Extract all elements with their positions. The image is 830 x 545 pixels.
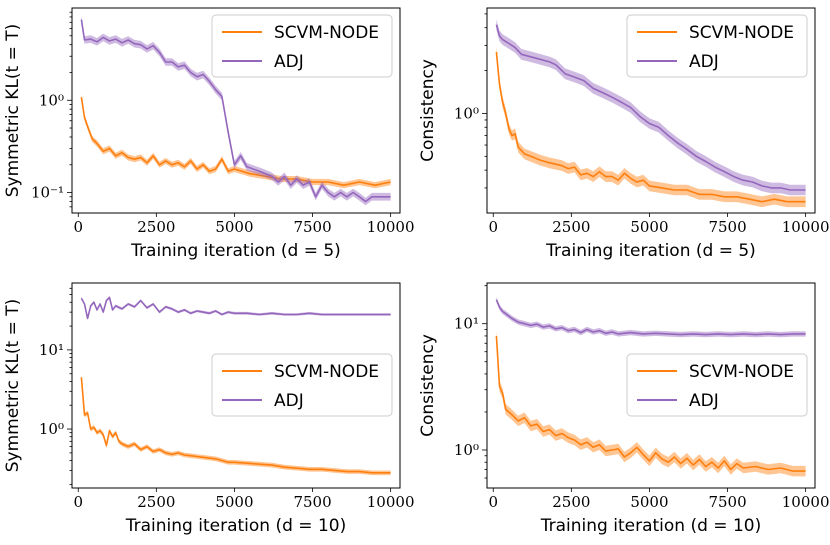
y-tick-label: 10⁰ [39,91,64,109]
y-tick-label: 10⁻¹ [31,184,64,202]
plot-area [495,297,806,477]
series-band-adj [81,296,391,320]
y-tick-label: 10¹ [39,341,64,359]
legend: SCVM-NODE ADJ [211,353,393,417]
legend: SCVM-NODE ADJ [626,353,808,417]
plot-area [495,19,806,208]
x-tick-label: 2500 [552,218,590,236]
chart-panel-3: 0 2500 5000 7500 10000 10¹ 10⁰ Training iterati… [3,282,415,536]
x-tick-label: 5000 [215,493,253,511]
x-tick-label: 0 [488,493,498,511]
legend-label-adj: ADJ [274,52,304,72]
chart-panel-1: 0 2500 5000 7500 10000 10⁰ 10⁻¹ Training iterat… [3,7,415,261]
x-tick-label: 10000 [782,218,830,236]
legend-label-scvm-node: SCVM-NODE [274,362,379,382]
series-line-scvm-node [495,335,806,472]
chart-panel-2: 0 2500 5000 7500 10000 10⁰ Training iteration … [418,7,830,261]
x-tick-label: 7500 [293,218,331,236]
plot-area [80,15,391,206]
series-line-adj [80,296,391,320]
y-axis-title: Consistency [418,59,438,162]
x-tick-label: 5000 [215,218,253,236]
series-band-adj [496,297,806,338]
x-tick-label: 10000 [782,493,830,511]
series-line-scvm-node [495,51,806,203]
chart-panel-4: 0 2500 5000 7500 10000 10¹ 10⁰ Training iterati… [418,282,830,536]
legend-label-scvm-node: SCVM-NODE [689,362,794,382]
series-band-scvm-node [81,94,391,189]
series-line-adj [495,24,806,191]
plot-area [80,296,391,476]
axes-frame [71,7,401,214]
y-axis-title: Symmetric KL(t = T) [3,24,23,198]
x-tick-label: 5000 [630,493,668,511]
y-tick-label: 10¹ [454,315,479,333]
series-line-adj [495,299,806,336]
x-axis-title: Training iteration (d = 5) [545,241,756,261]
y-tick-label: 10⁰ [454,441,479,459]
y-axis-title: Consistency [418,334,438,437]
axes-frame [71,282,401,489]
x-axis-title: Training iteration (d = 5) [130,241,341,261]
y-tick-label: 10⁰ [39,420,64,438]
x-tick-label: 2500 [137,218,175,236]
x-tick-label: 2500 [137,493,175,511]
y-tick-label: 10⁰ [454,104,479,122]
axes-frame [486,7,816,214]
legend: SCVM-NODE ADJ [626,14,808,78]
legend-label-adj: ADJ [274,391,304,411]
legend-label-scvm-node: SCVM-NODE [689,23,794,43]
legend-label-adj: ADJ [689,52,719,72]
x-axis-title: Training iteration (d = 10) [540,516,761,536]
x-axis-title: Training iteration (d = 10) [125,516,346,536]
series-line-scvm-node [80,377,391,474]
series-line-adj [80,19,391,203]
x-tick-label: 10000 [367,493,415,511]
legend-label-adj: ADJ [689,391,719,411]
x-tick-label: 10000 [367,218,415,236]
x-tick-label: 2500 [552,493,590,511]
x-tick-label: 7500 [708,493,746,511]
x-tick-label: 7500 [708,218,746,236]
x-tick-label: 0 [73,218,83,236]
legend-label-scvm-node: SCVM-NODE [274,23,379,43]
x-tick-label: 0 [488,218,498,236]
x-tick-label: 7500 [293,493,331,511]
y-axis-title: Symmetric KL(t = T) [3,299,23,473]
axes-frame [486,282,816,489]
legend: SCVM-NODE ADJ [211,14,393,78]
x-tick-label: 5000 [630,218,668,236]
x-tick-label: 0 [73,493,83,511]
